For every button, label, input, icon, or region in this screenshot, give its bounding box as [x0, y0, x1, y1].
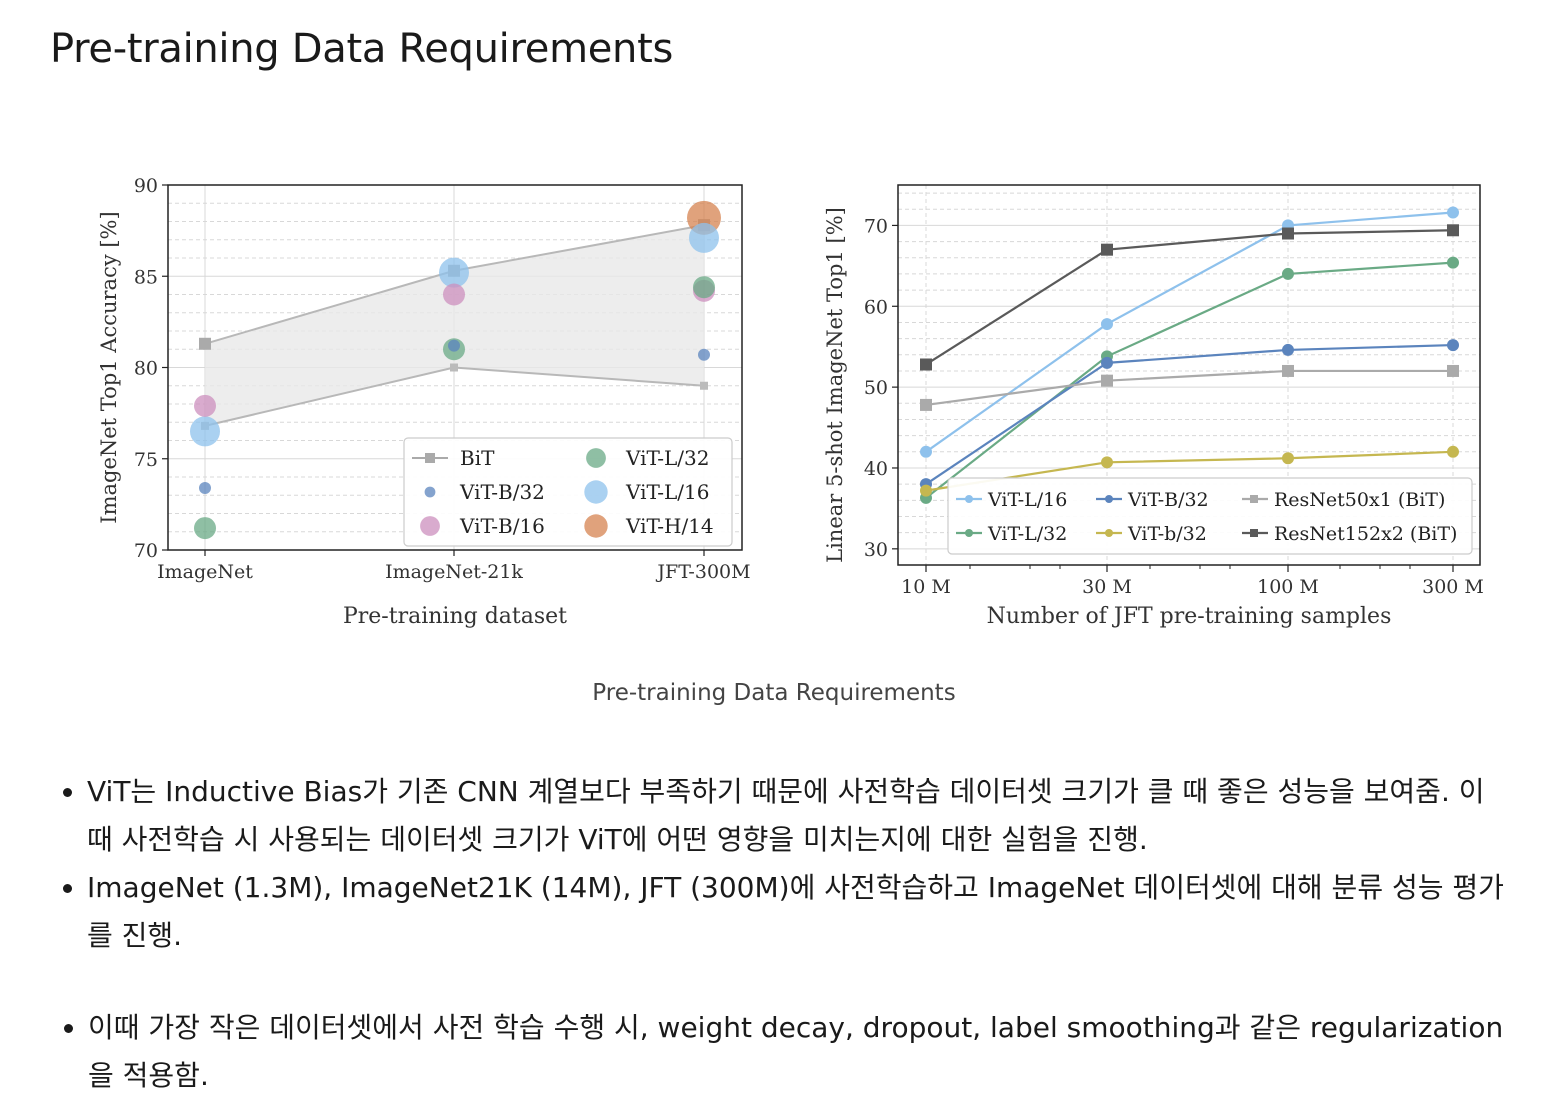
point-vit-b-32: [1282, 343, 1294, 356]
point-vit-b-32: [698, 348, 710, 361]
point-vit-b-32: [1101, 456, 1113, 469]
x-axis-label: Pre-training dataset: [343, 604, 567, 629]
point-vit-l-16: [190, 416, 220, 447]
point-vit-l-16: [439, 257, 469, 288]
y-tick-label: 90: [134, 175, 158, 197]
point-vit-l-16: [689, 222, 719, 253]
y-tick-label: 70: [864, 215, 888, 237]
legend-box: [947, 477, 1473, 555]
bullet-item: ImageNet (1.3M), ImageNet21K (14M), JFT …: [87, 864, 1510, 960]
legend-marker-bit: [425, 453, 435, 463]
figure-caption: Pre-training Data Requirements: [592, 680, 956, 706]
legend-marker-vit-b-16: [420, 516, 440, 536]
legend-label-resnet152x2-bit: ResNet152x2 (BiT): [1274, 523, 1457, 545]
y-tick-label: 80: [134, 358, 158, 380]
x-tick-label: 100 M: [1257, 576, 1319, 598]
y-tick-label: 70: [134, 540, 158, 562]
point-resnet152x2-bit: [1101, 243, 1113, 256]
legend-label-vit-b-32: ViT-b/32: [1127, 523, 1207, 545]
y-tick-label: 40: [864, 458, 888, 480]
legend-box: [403, 437, 733, 547]
plot-frame: [897, 184, 1481, 566]
y-tick-label: 50: [864, 377, 888, 399]
bit-upper-marker: [199, 337, 211, 350]
legend-marker-resnet152x2-bit: [1250, 529, 1258, 537]
legend-label-vit-h-14: ViT-H/14: [625, 514, 714, 538]
legend-marker-vit-h-14: [584, 514, 608, 538]
legend-label-vit-l-16: ViT-L/16: [987, 489, 1067, 511]
point-vit-l-32: [194, 517, 216, 540]
line-vit-l-32: [925, 261, 1454, 499]
point-resnet152x2-bit: [920, 358, 932, 371]
x-tick-label: JFT-300M: [655, 561, 750, 583]
point-vit-b-32: [448, 339, 460, 352]
line-vit-l-16: [925, 211, 1454, 453]
figure: 70 75 80 85 90 ImageNet ImageNet-21k JFT-300M Pr…: [80, 160, 1500, 640]
legend-label-vit-l-32: ViT-L/32: [625, 446, 709, 470]
legend-label-vit-b-32: ViT-B/32: [1127, 489, 1209, 511]
point-vit-l-16: [1447, 206, 1459, 219]
page-title: Pre-training Data Requirements: [50, 26, 674, 72]
sub-bullet-item: 이때 가장 작은 데이터셋에서 사전 학습 수행 시, weight decay…: [88, 1004, 1510, 1100]
point-resnet152x2-bit: [1282, 227, 1294, 240]
x-tick-label: 300 M: [1422, 576, 1484, 598]
y-axis-label: ImageNet Top1 Accuracy [%]: [97, 211, 121, 523]
point-vit-l-32: [1447, 256, 1459, 269]
legend-marker-vit-l-32: [965, 529, 973, 537]
point-vit-b-32: [1447, 339, 1459, 352]
point-vit-b-32: [1447, 445, 1459, 458]
point-vit-b-32: [1282, 452, 1294, 465]
line-resnet152x2-bit: [925, 229, 1454, 366]
point-resnet152x2-bit: [1447, 224, 1459, 237]
point-vit-l-16: [1101, 318, 1113, 331]
point-vit-b-32: [1101, 356, 1113, 369]
point-resnet50x1-bit: [1101, 374, 1113, 387]
line-vit-b-32: [925, 343, 1454, 486]
point-vit-b-16: [194, 394, 216, 417]
legend-label-vit-b-16: ViT-B/16: [459, 514, 545, 538]
line-vit-b-32: [925, 450, 1454, 492]
legend-marker-vit-b-32: [424, 486, 436, 498]
legend-label-vit-b-32: ViT-B/32: [459, 480, 545, 504]
legend-marker-vit-b-32: [1105, 529, 1113, 537]
point-vit-b-32: [920, 484, 932, 497]
legend-marker-vit-l-16: [965, 495, 973, 503]
point-vit-l-32: [1282, 267, 1294, 280]
point-vit-b-16: [443, 283, 465, 306]
x-tick-label: ImageNet: [157, 561, 253, 583]
legend-marker-vit-b-32: [1105, 495, 1113, 503]
y-tick-label: 85: [134, 266, 158, 288]
x-axis-label: Number of JFT pre-training samples: [987, 604, 1392, 629]
legend-marker-vit-l-16: [584, 480, 608, 504]
y-tick-label: 60: [864, 296, 888, 318]
point-vit-l-32: [693, 276, 715, 299]
point-resnet50x1-bit: [920, 398, 932, 411]
point-vit-l-16: [920, 445, 932, 458]
legend-label-bit: BiT: [460, 446, 495, 470]
y-tick-label: 75: [134, 449, 158, 471]
point-vit-b-32: [199, 481, 211, 494]
line-resnet50x1-bit: [925, 369, 1453, 407]
bit-lower-marker: [700, 381, 708, 390]
point-resnet50x1-bit: [1447, 364, 1459, 377]
legend-label-vit-l-32: ViT-L/32: [987, 523, 1067, 545]
x-tick-label: ImageNet-21k: [385, 561, 523, 583]
y-tick-label: 30: [864, 539, 888, 561]
bullet-list: ViT는 Inductive Bias가 기존 CNN 계열보다 부족하기 때문…: [50, 768, 1510, 1100]
x-tick-label: 30 M: [1082, 576, 1132, 598]
y-axis-label: Linear 5-shot ImageNet Top1 [%]: [823, 207, 847, 563]
bullet-item: ViT는 Inductive Bias가 기존 CNN 계열보다 부족하기 때문…: [87, 768, 1510, 864]
chart-dataset-accuracy: 70 75 80 85 90 ImageNet ImageNet-21k JFT-300M Pr…: [97, 175, 751, 629]
legend-marker-resnet50x1-bit: [1250, 495, 1258, 503]
legend-label-vit-l-16: ViT-L/16: [625, 480, 709, 504]
chart-jft-samples: 30 40 50 60 70 10 M 30 M 100 M 300 M Number of JF…: [823, 184, 1484, 629]
bit-lower-marker: [450, 363, 458, 372]
legend-marker-vit-l-32: [586, 448, 606, 468]
legend-label-resnet50x1-bit: ResNet50x1 (BiT): [1274, 489, 1445, 511]
point-resnet50x1-bit: [1282, 364, 1294, 377]
x-tick-label: 10 M: [901, 576, 951, 598]
